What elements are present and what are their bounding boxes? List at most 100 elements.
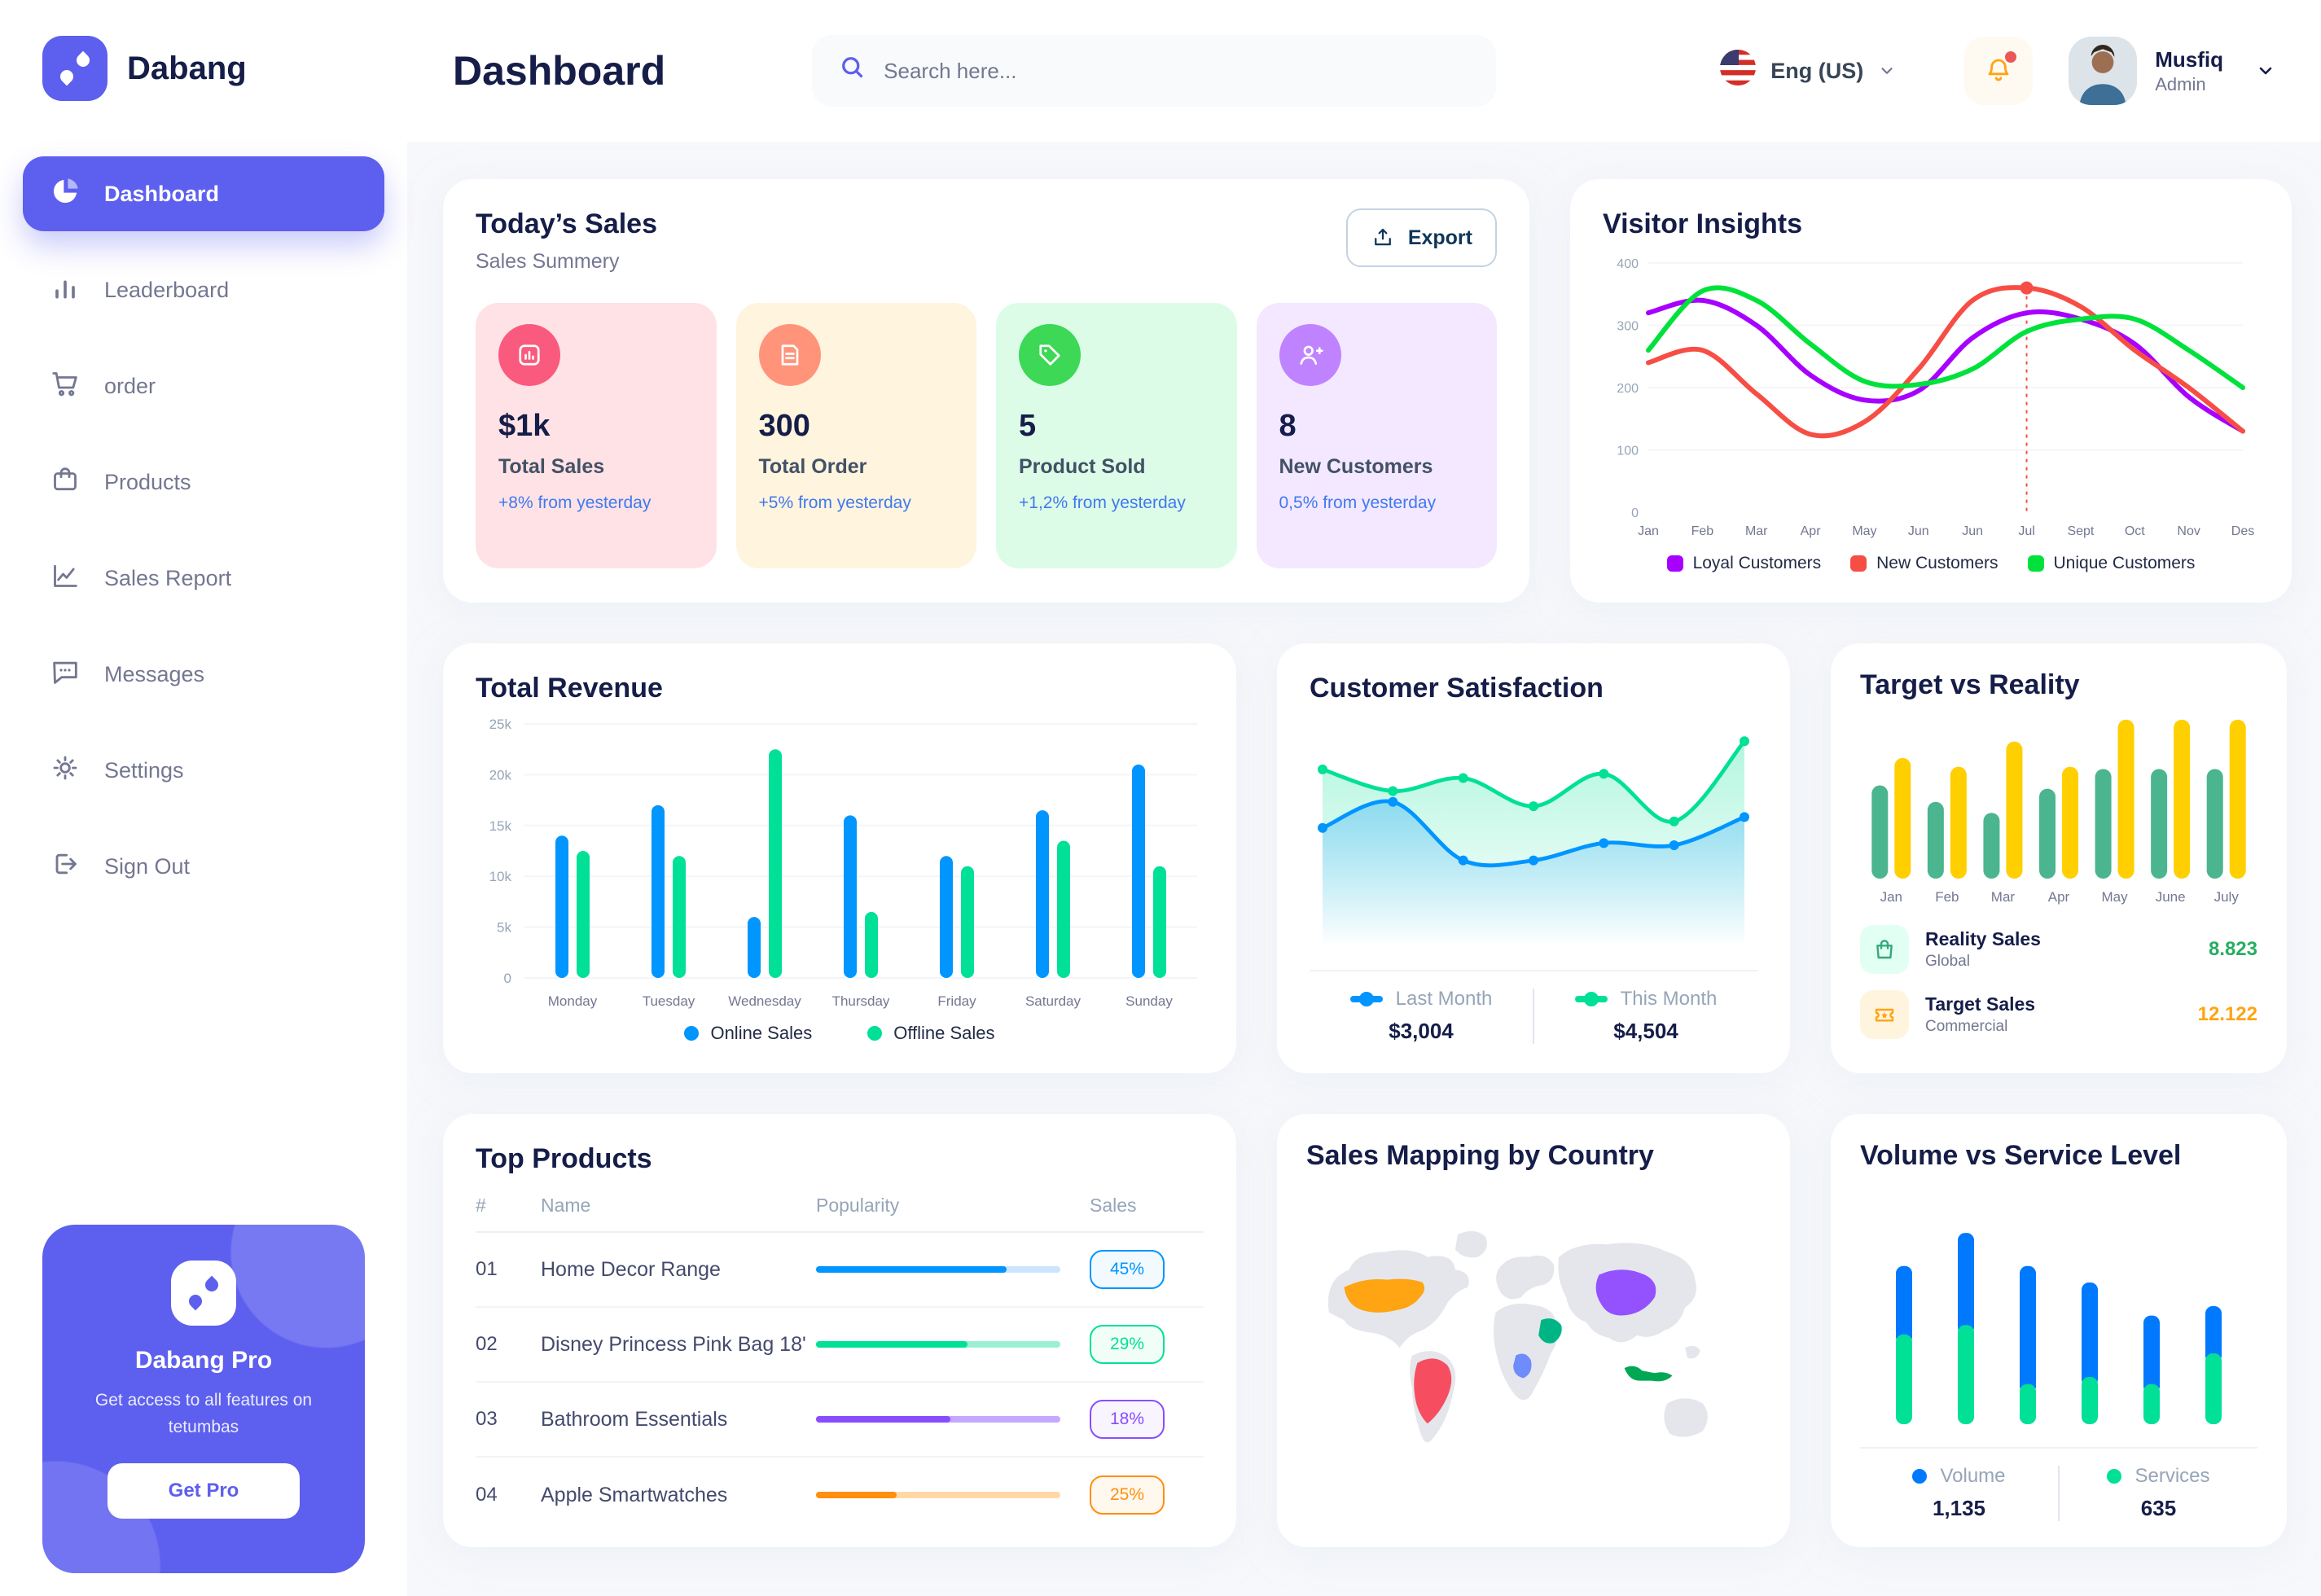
map-country-united-states: [1344, 1278, 1425, 1313]
gear-icon: [49, 752, 81, 790]
sidebar-item-settings[interactable]: Settings: [23, 733, 384, 808]
visitor-insights-card: Visitor Insights 0 100 200 300 400 Jan Feb Mar A…: [1570, 179, 2292, 603]
legend-swatch-unique: [2027, 555, 2044, 572]
todays-sales-card: Today’s Sales Sales Summery Export $1k T…: [443, 179, 1529, 603]
sidebar-item-messages[interactable]: Messages: [23, 637, 384, 712]
sales-badge: 29%: [1090, 1325, 1165, 1364]
target-vs-reality-legend: Reality Sales Global 8.823 Target Sales …: [1860, 917, 2257, 1047]
sidebar-item-label: Settings: [104, 757, 184, 783]
map-country-china: [1595, 1269, 1656, 1316]
sidebar-item-products[interactable]: Products: [23, 445, 384, 520]
svg-text:Monday: Monday: [548, 993, 598, 1009]
user-name: Musfiq: [2155, 47, 2223, 72]
svg-text:25k: 25k: [489, 717, 512, 732]
sales-badge: 18%: [1090, 1400, 1165, 1439]
svg-text:Apr: Apr: [1801, 524, 1822, 538]
shopping-bag-icon: [1860, 925, 1909, 974]
legend-item: Unique Customers: [2027, 554, 2195, 573]
svg-text:June: June: [2156, 889, 2186, 905]
legend-item: Online Sales: [684, 1023, 812, 1044]
sidebar-item-label: Leaderboard: [104, 277, 230, 302]
cart-icon: [49, 367, 81, 406]
svg-text:300: 300: [1617, 320, 1639, 334]
sidebar-item-sales-report[interactable]: Sales Report: [23, 541, 384, 616]
svg-text:15k: 15k: [489, 818, 512, 834]
svg-text:0: 0: [504, 971, 511, 986]
sidebar-item-dashboard[interactable]: Dashboard: [23, 156, 384, 231]
sidebar-item-order[interactable]: order: [23, 349, 384, 423]
svg-text:Nov: Nov: [2177, 524, 2200, 538]
total-revenue-legend: Online Sales Offline Sales: [476, 1023, 1204, 1044]
user-menu-chevron-icon[interactable]: [2256, 61, 2275, 81]
chevron-down-icon: [1878, 56, 1896, 86]
export-button[interactable]: Export: [1345, 208, 1497, 267]
legend-dot-volume: [1912, 1469, 1928, 1484]
todays-sales-title: Today’s Sales: [476, 208, 657, 239]
legend-swatch-new: [1850, 555, 1867, 572]
svg-text:Jun: Jun: [1962, 524, 1983, 538]
top-products-title: Top Products: [476, 1143, 652, 1174]
svg-text:Des: Des: [2231, 524, 2254, 538]
header-actions: Eng (US) Musfiq Admin: [1720, 37, 2275, 105]
sidebar-item-label: Products: [104, 469, 191, 494]
svg-text:Wednesday: Wednesday: [728, 993, 801, 1009]
sales-mapping-title: Sales Mapping by Country: [1306, 1140, 1654, 1171]
popularity-bar: [816, 1266, 1090, 1273]
svg-text:Mar: Mar: [1745, 524, 1768, 538]
legend-dotline-this-month: [1574, 996, 1608, 1002]
language-selector[interactable]: Eng (US): [1720, 50, 1896, 92]
target-vs-reality-card: Target vs Reality Jan Feb Mar Apr May June Jul…: [1831, 643, 2287, 1073]
legend-item: Target Sales Commercial 12.122: [1860, 982, 2257, 1047]
popularity-bar: [816, 1492, 1090, 1498]
avatar[interactable]: [2069, 37, 2138, 105]
app-logo-icon: [42, 36, 107, 101]
svg-text:July: July: [2214, 889, 2240, 905]
sidebar-item-leaderboard[interactable]: Leaderboard: [23, 252, 384, 327]
visitor-insights-title: Visitor Insights: [1603, 208, 1802, 239]
main-content: Today’s Sales Sales Summery Export $1k T…: [407, 142, 2321, 1596]
services-total: 635: [2140, 1496, 2177, 1520]
map-country-congo: [1513, 1353, 1532, 1379]
svg-text:Saturday: Saturday: [1025, 993, 1082, 1009]
svg-text:Jan: Jan: [1880, 889, 1902, 905]
table-row: 02 Disney Princess Pink Bag 18' 29%: [476, 1308, 1204, 1383]
ticket-icon: [1860, 990, 1909, 1039]
sidebar-item-label: Dashboard: [104, 181, 220, 206]
get-pro-button[interactable]: Get Pro: [107, 1463, 300, 1519]
svg-text:Apr: Apr: [2048, 889, 2070, 905]
app-name: Dabang: [127, 50, 247, 86]
stat-card-new-customers: 8 New Customers 0,5% from yesterday: [1256, 303, 1497, 568]
legend-item: This Month $4,504: [1534, 988, 1757, 1044]
app-logo: Dabang: [0, 0, 407, 101]
svg-text:Sunday: Sunday: [1125, 993, 1173, 1009]
customer-satisfaction-card: Customer Satisfaction Last Month $3,004 …: [1277, 643, 1790, 1073]
sidebar-item-label: Messages: [104, 661, 205, 686]
notification-badge: [2005, 51, 2017, 63]
todays-sales-subtitle: Sales Summery: [476, 250, 620, 273]
svg-text:Jan: Jan: [1638, 524, 1659, 538]
svg-text:200: 200: [1617, 382, 1639, 396]
popularity-bar: [816, 1416, 1090, 1423]
map-continents: [1327, 1230, 1708, 1443]
stat-card-product-sold: 5 Product Sold +1,2% from yesterday: [996, 303, 1237, 568]
legend-dot-services: [2107, 1469, 2122, 1484]
sidebar-item-sign-out[interactable]: Sign Out: [23, 829, 384, 904]
map-country-saudi-arabia: [1538, 1318, 1562, 1344]
volume-service-title: Volume vs Service Level: [1860, 1140, 2182, 1171]
search-box[interactable]: [812, 35, 1497, 107]
search-input[interactable]: [884, 58, 1471, 84]
svg-text:100: 100: [1617, 445, 1639, 458]
legend-item: Reality Sales Global 8.823: [1860, 917, 2257, 982]
svg-text:20k: 20k: [489, 767, 512, 783]
notifications-button[interactable]: [1964, 37, 2034, 105]
legend-dotline-last-month: [1349, 996, 1383, 1002]
sales-mapping-card: Sales Mapping by Country: [1277, 1114, 1790, 1547]
top-bar: Dashboard Eng (US) Musfiq Admin: [407, 0, 2321, 142]
pro-description: Get access to all features on tetumbas: [94, 1391, 313, 1436]
legend-divider: [1533, 988, 1534, 1044]
visitor-insights-legend: Loyal Customers New Customers Unique Cus…: [1603, 554, 2259, 573]
sidebar: Dabang Dashboard Leaderboard order Produ…: [0, 0, 407, 1596]
message-icon: [49, 656, 81, 694]
us-flag-icon: [1720, 50, 1757, 92]
bag-icon: [49, 463, 81, 502]
